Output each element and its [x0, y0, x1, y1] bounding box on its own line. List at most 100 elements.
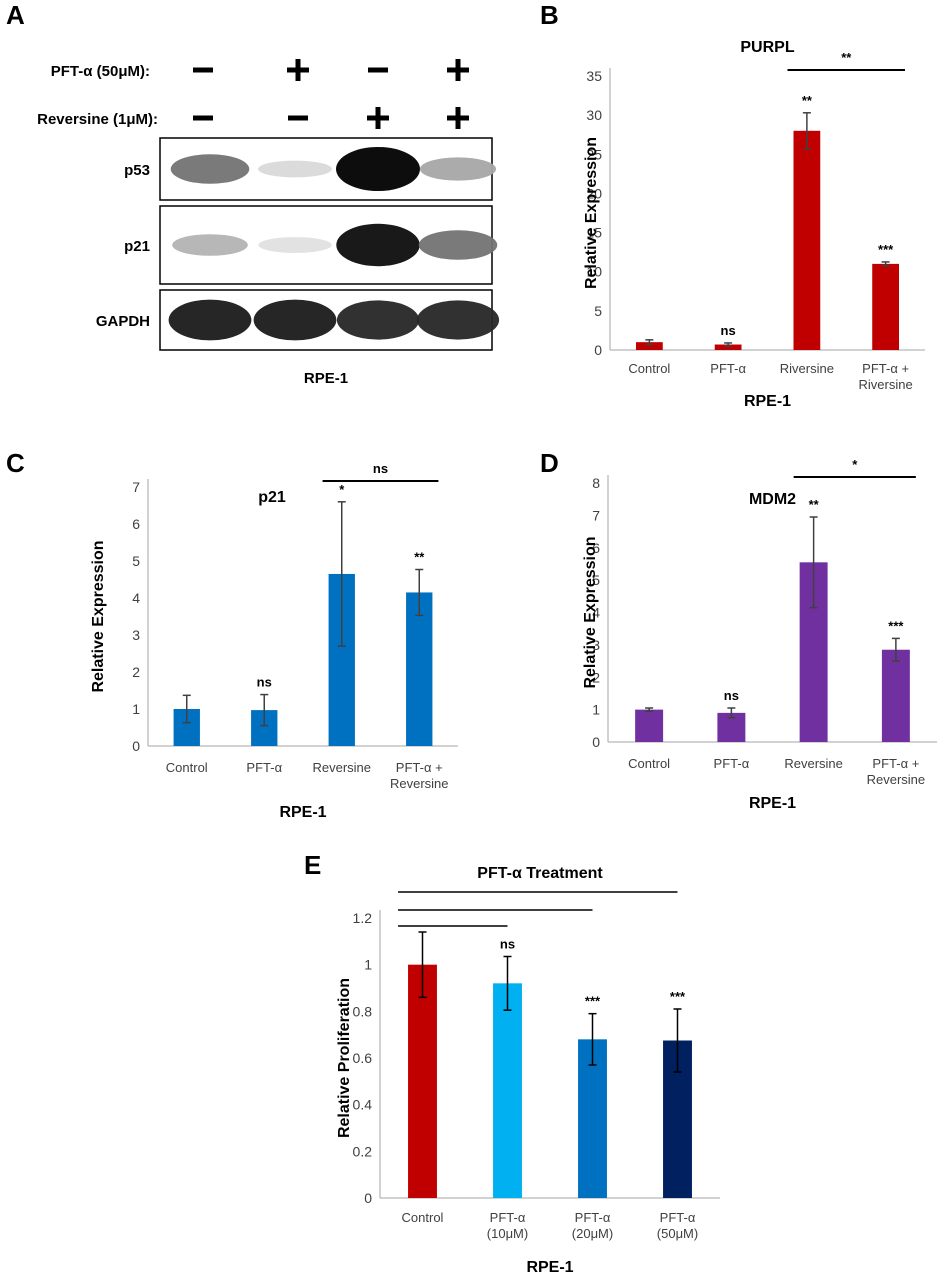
y-axis-title: Relative Expression — [583, 137, 600, 289]
p21-chart: 0 1 2 3 4 5 6 7 p21 Relative Expression RPE-1 Contr… — [90, 461, 458, 821]
y-tick-label: 0.2 — [353, 1143, 373, 1159]
category-label-line: PFT-α — [575, 1210, 611, 1225]
category-label: Control — [166, 760, 208, 775]
category-label: PFT-α — [710, 361, 746, 376]
minus-sign — [193, 67, 213, 73]
panel-label-b: B — [540, 0, 559, 30]
significance-label: ns — [721, 323, 736, 338]
blot-band — [172, 234, 248, 256]
significance-label: ** — [414, 550, 425, 565]
category-label: PFT-α + Reversine — [390, 760, 449, 791]
significance-label: *** — [670, 989, 686, 1004]
proliferation-chart: 0 0.2 0.4 0.6 0.8 1 1.2 PFT-α Treatment Relative… — [336, 865, 720, 1274]
y-tick-label: 7 — [592, 507, 600, 523]
blot-band — [416, 300, 500, 340]
blot-band — [336, 223, 420, 267]
western-blot-panel: PFT-α (50μM): Reversine (1μM): p53 p21 GAPDH… — [37, 59, 500, 387]
bar — [635, 709, 664, 742]
y-tick-label: 35 — [586, 68, 602, 84]
panel-label-c: C — [6, 448, 25, 478]
category-label: PFT-α (10μM) — [487, 1210, 528, 1241]
category-label: PFT-α (20μM) — [572, 1210, 613, 1241]
y-tick-label: 1 — [132, 701, 140, 717]
category-label-line: PFT-α + — [396, 760, 443, 775]
category-label: PFT-α — [246, 760, 282, 775]
bracket-significance: * — [852, 457, 858, 472]
category-label: Reversine — [784, 756, 843, 771]
x-axis-title: RPE-1 — [279, 804, 326, 821]
x-axis-title: RPE-1 — [526, 1259, 573, 1274]
y-tick-label: 5 — [594, 303, 602, 319]
y-tick-label: 0.6 — [353, 1050, 373, 1066]
category-label-line: (50μM) — [657, 1226, 698, 1241]
blot-band — [258, 160, 332, 178]
y-tick-label: 25 — [586, 146, 602, 162]
blot-band — [419, 157, 497, 181]
category-label-line: Riversine — [780, 361, 834, 376]
y-tick-label: 4 — [592, 605, 600, 621]
blot-label: GAPDH — [96, 313, 150, 330]
y-tick-label: 1 — [364, 957, 372, 973]
category-label-line: PFT-α — [710, 361, 746, 376]
category-label-line: Control — [166, 760, 208, 775]
plus-sign-v — [375, 107, 381, 129]
plus-sign-v — [295, 59, 301, 81]
chart-title: MDM2 — [749, 491, 796, 508]
y-tick-label: 15 — [586, 225, 602, 241]
bar — [406, 592, 433, 746]
significance-label: ns — [500, 937, 515, 952]
significance-label: ** — [802, 93, 813, 108]
bar — [714, 344, 742, 350]
category-label: Reversine — [312, 760, 371, 775]
y-tick-label: 1.2 — [353, 910, 373, 926]
y-tick-label: 6 — [592, 540, 600, 556]
category-label-line: Control — [402, 1210, 444, 1225]
blot-band — [168, 299, 252, 341]
blot-band — [170, 154, 250, 184]
category-label: Control — [628, 756, 670, 771]
significance-label: *** — [585, 994, 601, 1009]
blot-label: p21 — [124, 238, 150, 255]
chart-title: PURPL — [740, 39, 794, 56]
significance-label: ns — [724, 688, 739, 703]
blot-band — [336, 147, 420, 191]
bracket-significance: ns — [373, 461, 388, 476]
blot-band — [418, 230, 498, 260]
y-tick-label: 20 — [586, 185, 602, 201]
blot-label: p53 — [124, 162, 150, 179]
bar — [872, 263, 900, 350]
category-label-line: (20μM) — [572, 1226, 613, 1241]
y-tick-label: 0 — [364, 1190, 372, 1206]
plus-sign-v — [455, 59, 461, 81]
y-tick-label: 1 — [592, 702, 600, 718]
x-axis-title: RPE-1 — [749, 795, 796, 812]
minus-sign — [193, 115, 213, 121]
y-axis-title: Relative Expression — [582, 536, 599, 688]
purpl-chart: 0 5 10 15 20 25 30 35 PURPL Relative Expression RP… — [583, 39, 925, 410]
cell-line-label: RPE-1 — [304, 370, 348, 387]
y-axis-title: Relative Proliferation — [336, 978, 353, 1138]
bar — [635, 342, 663, 350]
y-tick-label: 0 — [594, 342, 602, 358]
significance-label: *** — [888, 618, 904, 633]
category-label-line: PFT-α — [660, 1210, 696, 1225]
mdm2-chart: 0 1 2 3 4 5 6 7 8 MDM2 Relative Expression RPE-1 Con… — [582, 457, 937, 812]
minus-sign — [288, 115, 308, 121]
y-tick-label: 3 — [592, 637, 600, 653]
category-label: PFT-α (50μM) — [657, 1210, 698, 1241]
category-label: PFT-α + Reversine — [867, 756, 926, 787]
category-label-line: PFT-α + — [872, 756, 919, 771]
bar — [493, 983, 522, 1198]
chart-title: PFT-α Treatment — [477, 865, 603, 882]
bar — [408, 964, 437, 1198]
y-tick-label: 10 — [586, 264, 602, 280]
category-label-line: Reversine — [390, 776, 449, 791]
y-tick-label: 6 — [132, 516, 140, 532]
y-tick-label: 0 — [132, 738, 140, 754]
y-tick-label: 5 — [592, 572, 600, 588]
y-tick-label: 0.4 — [353, 1097, 373, 1113]
treatment-label: Reversine (1μM): — [37, 111, 158, 128]
blot-band — [253, 299, 337, 341]
category-label-line: (10μM) — [487, 1226, 528, 1241]
